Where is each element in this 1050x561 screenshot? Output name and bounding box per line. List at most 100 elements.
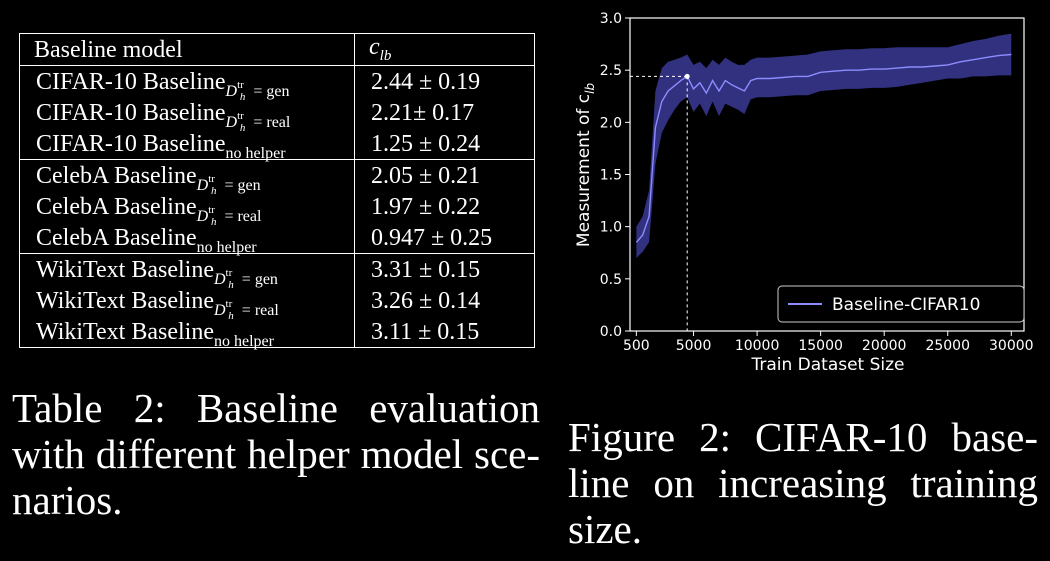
clb-value-cell: 2.44 ± 0.19 <box>354 65 535 97</box>
model-subscript: Dtrh = gen <box>225 79 290 102</box>
figure-caption-line: size. <box>568 506 642 552</box>
x-tick-label: 20000 <box>862 338 907 354</box>
y-axis-label-main: Measurement of c <box>574 94 594 247</box>
table-row: WikiText BaselineDtrh = real 3.26 ± 0.14 <box>19 285 535 321</box>
helper-symbol: D <box>196 207 209 225</box>
y-tick-label: 1.0 <box>600 220 622 236</box>
clb-value-cell: 3.11 ± 0.15 <box>354 316 535 348</box>
helper-symbol-sub: h <box>228 278 234 291</box>
baseline-table: Baseline model clb CIFAR-10 BaselineDtrh… <box>19 33 535 350</box>
model-name-cell: CelebA BaselineDtrh = gen <box>19 159 355 197</box>
model-name: CelebA Baseline <box>36 224 197 251</box>
helper-symbol-sup: tr <box>237 78 244 91</box>
x-tick-label: 5000 <box>676 338 712 354</box>
model-name: WikiText Baseline <box>36 256 214 283</box>
clb-value-cell: 1.97 ± 0.22 <box>354 191 535 222</box>
helper-symbol-sub: h <box>239 121 246 134</box>
model-subscript: no helper <box>225 144 286 162</box>
figure-caption-line: line on increasing training <box>568 460 1038 506</box>
series-line <box>635 53 1012 243</box>
y-tick-label: 2.0 <box>600 115 622 131</box>
header-clb-sub: lb <box>379 47 392 64</box>
y-tick-label: 3.0 <box>600 11 622 27</box>
table-caption-line: Table 2: Baseline evaluation <box>12 385 540 431</box>
table-row: CelebA BaselineDtrh = real 1.97 ± 0.22 <box>19 191 535 228</box>
y-tick-label: 0.5 <box>600 272 622 288</box>
x-tick-label: 25000 <box>925 338 970 354</box>
table-group-cifar: CIFAR-10 BaselineDtrh = gen 2.44 ± 0.19 CI… <box>19 65 535 162</box>
model-name-cell: CIFAR-10 BaselineDtrh = real <box>19 97 355 133</box>
table-caption: Table 2: Baseline evaluation with differ… <box>12 385 540 523</box>
clb-value-cell: 3.26 ± 0.14 <box>354 285 535 316</box>
table-row: CelebA Baselineno helper 0.947 ± 0.25 <box>19 222 535 256</box>
figure-caption: Figure 2: CIFAR-10 base- line on increas… <box>568 414 1038 552</box>
helper-type: real <box>237 207 262 225</box>
y-axis-label-sub: lb <box>583 83 597 94</box>
helper-symbol-sup: tr <box>208 172 215 185</box>
y-tick-label: 0.0 <box>600 324 622 340</box>
table-group-celeba: CelebA BaselineDtrh = gen 2.05 ± 0.21 Cele… <box>19 159 535 256</box>
table-row: CelebA BaselineDtrh = gen 2.05 ± 0.21 <box>19 159 535 197</box>
clb-value-cell: 3.31 ± 0.15 <box>354 253 535 285</box>
table-row: CIFAR-10 BaselineDtrh = gen 2.44 ± 0.19 <box>19 65 535 102</box>
model-name-cell: CelebA BaselineDtrh = real <box>19 191 355 228</box>
clb-value-cell: 2.05 ± 0.21 <box>354 159 535 191</box>
chart-legend: Baseline-CIFAR10 <box>777 285 1025 323</box>
model-subscript: no helper <box>213 332 274 350</box>
model-name: CIFAR-10 Baseline <box>36 99 226 126</box>
x-axis-label: Train Dataset Size <box>750 355 904 375</box>
helper-type: real <box>254 301 279 319</box>
helper-symbol-sup: tr <box>237 109 244 122</box>
model-subscript: no helper <box>196 238 257 256</box>
equals-sign: = <box>237 301 255 319</box>
helper-symbol: D <box>213 301 226 319</box>
equals-sign: = <box>220 207 238 225</box>
highlight-point <box>684 73 690 79</box>
y-axis-label: Measurement of clb <box>574 83 597 248</box>
helper-symbol: D <box>225 113 238 131</box>
model-name-cell: CIFAR-10 Baselineno helper <box>19 128 355 162</box>
model-name-cell: WikiText BaselineDtrh = gen <box>19 253 355 291</box>
table-caption-line: narios. <box>12 477 123 523</box>
model-name: WikiText Baseline <box>36 318 214 345</box>
helper-symbol-sub: h <box>210 184 217 197</box>
confidence-band <box>636 33 1012 258</box>
table-header-row: Baseline model clb <box>19 33 535 66</box>
figure-caption-line: Figure 2: CIFAR-10 base- <box>568 414 1038 460</box>
helper-symbol: D <box>213 270 226 288</box>
plot-area: 0.0 0.5 1.0 1.5 2.0 2.5 3.0 500 5000 10000 15000 20… <box>600 11 1034 354</box>
helper-symbol-sub: h <box>210 215 217 228</box>
model-name: WikiText Baseline <box>36 287 214 314</box>
helper-type: real <box>266 113 291 131</box>
model-name: CelebA Baseline <box>36 193 197 220</box>
x-tick-label: 30000 <box>989 338 1034 354</box>
model-subscript: Dtrh = gen <box>196 173 261 197</box>
model-name-cell: CelebA Baselineno helper <box>19 222 355 256</box>
model-name: CIFAR-10 Baseline <box>36 68 226 95</box>
model-subscript: Dtrh = gen <box>213 267 278 291</box>
model-name: CIFAR-10 Baseline <box>36 130 226 157</box>
helper-symbol: D <box>225 82 238 100</box>
equals-sign: = <box>249 113 267 131</box>
helper-symbol-sup: tr <box>225 266 233 279</box>
model-name: CelebA Baseline <box>36 162 197 189</box>
table-row: CIFAR-10 Baselineno helper 1.25 ± 0.24 <box>19 128 535 162</box>
model-subscript: Dtrh = real <box>196 204 262 228</box>
header-clb: clb <box>354 33 535 66</box>
helper-type: gen <box>266 82 290 100</box>
helper-symbol: D <box>196 176 209 194</box>
x-tick-label: 15000 <box>798 338 843 354</box>
helper-type: gen <box>237 176 261 194</box>
model-name-cell: WikiText BaselineDtrh = real <box>19 285 355 321</box>
helper-symbol-sup: tr <box>208 203 215 216</box>
helper-type: gen <box>254 270 278 288</box>
legend-frame <box>777 285 1025 323</box>
clb-value-cell: 0.947 ± 0.25 <box>354 222 535 254</box>
equals-sign: = <box>220 176 238 194</box>
table-row: WikiText Baselineno helper 3.11 ± 0.15 <box>19 316 535 350</box>
header-baseline-model: Baseline model <box>19 33 355 66</box>
table-group-wikitext: WikiText BaselineDtrh = gen 3.31 ± 0.15 Wi… <box>19 253 535 350</box>
legend-label: Baseline-CIFAR10 <box>832 295 980 315</box>
y-tick-label: 1.5 <box>600 168 622 184</box>
helper-symbol-sub: h <box>228 309 234 322</box>
